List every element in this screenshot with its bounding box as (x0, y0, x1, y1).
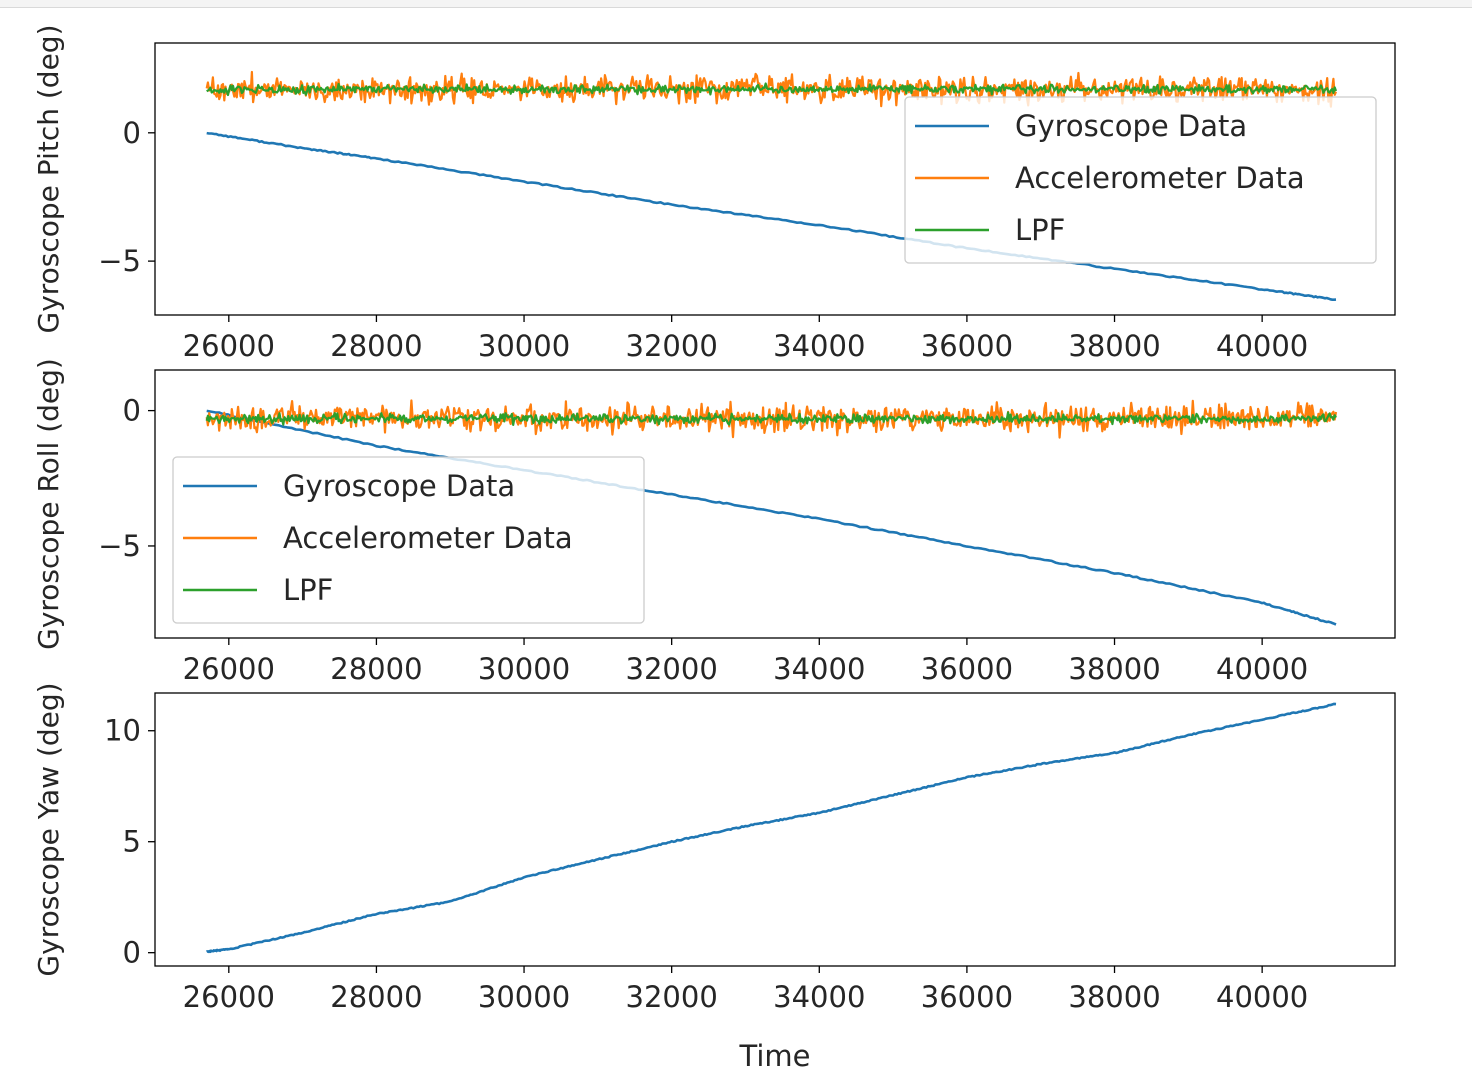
y-tick-label: 5 (123, 825, 141, 859)
x-axis-label: Time (739, 1039, 811, 1073)
legend-label: LPF (283, 573, 333, 607)
series-line-gyroscope-data (206, 409, 1337, 626)
x-tick-label: 32000 (626, 329, 718, 363)
axes-frame (154, 42, 1396, 316)
legend-label: LPF (1015, 213, 1065, 247)
x-tick-label: 34000 (773, 652, 865, 686)
x-tick-label: 38000 (1068, 329, 1160, 363)
x-tick-label: 38000 (1068, 980, 1160, 1014)
x-tick-label: 36000 (921, 652, 1013, 686)
y-axis-label: Gyroscope Roll (deg) (32, 358, 65, 650)
subplot-pitch: 26000 28000 30000 32000 34000 36000 38000 40000… (32, 25, 1396, 363)
plot-area (205, 399, 1338, 626)
legend-label: Accelerometer Data (283, 521, 573, 555)
legend-label: Accelerometer Data (1015, 161, 1305, 195)
x-tick-label: 26000 (183, 980, 275, 1014)
y-axis-label: Gyroscope Pitch (deg) (32, 25, 65, 334)
series-line-lpf (206, 82, 1338, 97)
y-tick-label: 0 (123, 116, 141, 150)
x-tick-label: 38000 (1068, 652, 1160, 686)
series-line-lpf (205, 411, 1337, 426)
x-tick-label: 40000 (1216, 980, 1308, 1014)
notebook-toolbar-strip (0, 0, 1472, 8)
subplot-yaw: 26000 28000 30000 32000 34000 36000 38000 40000… (32, 682, 1396, 1073)
y-tick-label: 0 (123, 394, 141, 428)
x-tick-label: 36000 (921, 980, 1013, 1014)
x-tick-label: 40000 (1216, 329, 1308, 363)
x-tick-label: 28000 (330, 980, 422, 1014)
x-tick-label: 28000 (330, 652, 422, 686)
y-tick-label: 10 (104, 714, 141, 748)
x-tick-label: 32000 (626, 652, 718, 686)
axes-frame (154, 369, 1396, 639)
y-tick-label: −5 (98, 244, 141, 278)
y-axis-label: Gyroscope Yaw (deg) (32, 682, 65, 976)
x-tick-label: 30000 (478, 980, 570, 1014)
legend: Gyroscope Data Accelerometer Data LPF (904, 96, 1377, 264)
series-line-accelerometer-data (205, 399, 1338, 439)
subplot-roll: 26000 28000 30000 32000 34000 36000 38000 40000… (32, 358, 1396, 686)
legend: Gyroscope Data Accelerometer Data LPF (172, 456, 645, 624)
x-tick-label: 30000 (478, 329, 570, 363)
x-tick-label: 32000 (626, 980, 718, 1014)
x-tick-label: 26000 (183, 329, 275, 363)
x-tick-label: 36000 (921, 329, 1013, 363)
legend-label: Gyroscope Data (1015, 109, 1247, 143)
y-tick-label: −5 (98, 529, 141, 563)
series-line-gyroscope-data (205, 702, 1337, 954)
series-line-gyroscope-data (206, 131, 1337, 301)
y-tick-label: 0 (123, 936, 141, 970)
x-tick-label: 40000 (1216, 652, 1308, 686)
legend-label: Gyroscope Data (283, 469, 515, 503)
x-tick-label: 34000 (773, 980, 865, 1014)
plot-area (205, 70, 1338, 301)
x-tick-label: 34000 (773, 329, 865, 363)
plot-area (205, 702, 1337, 954)
series-line-accelerometer-data (205, 70, 1338, 108)
x-tick-label: 28000 (330, 329, 422, 363)
x-tick-label: 26000 (183, 652, 275, 686)
x-tick-label: 30000 (478, 652, 570, 686)
axes-frame (154, 692, 1396, 967)
